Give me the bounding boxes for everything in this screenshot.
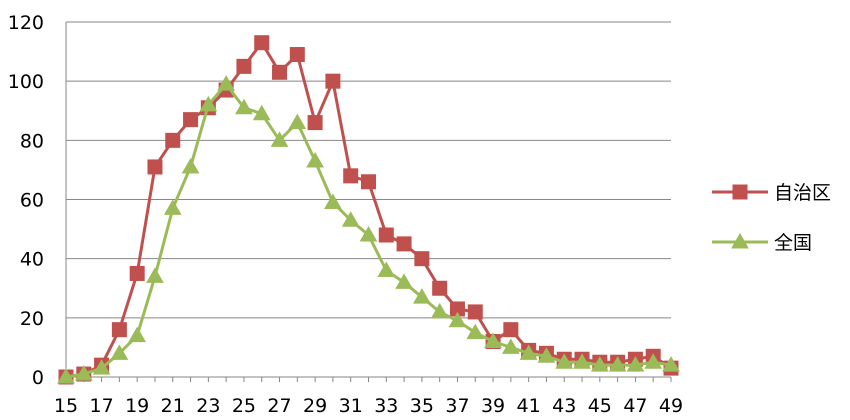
data-point — [92, 359, 111, 375]
data-point — [626, 356, 645, 372]
series-line — [65, 41, 672, 379]
legend-label: 全国 — [774, 232, 812, 254]
legend-item: 全国 — [712, 232, 812, 254]
data-point — [413, 288, 431, 304]
data-point — [378, 227, 394, 243]
x-tick-label: 35 — [410, 395, 434, 417]
y-tick-label: 40 — [20, 249, 44, 271]
legend-marker — [732, 184, 748, 200]
y-tick-label: 80 — [20, 130, 44, 152]
data-point — [306, 152, 324, 168]
series-1 — [57, 75, 680, 384]
data-point — [307, 115, 323, 131]
x-tick-label: 31 — [339, 395, 363, 417]
data-point — [235, 98, 253, 115]
data-point — [128, 326, 147, 343]
data-point — [414, 251, 430, 267]
data-point — [252, 104, 271, 121]
legend-label: 自治区 — [774, 182, 831, 204]
data-point — [199, 95, 218, 112]
data-point — [573, 353, 591, 369]
x-tick-label: 25 — [232, 395, 256, 417]
data-point — [129, 265, 145, 281]
y-tick-label: 20 — [20, 308, 44, 330]
data-point — [111, 322, 127, 338]
data-point — [217, 75, 236, 91]
y-tick-label: 60 — [20, 190, 44, 212]
x-tick-label: 43 — [552, 395, 576, 417]
data-point — [254, 35, 270, 51]
data-point — [519, 344, 538, 360]
data-point — [147, 159, 163, 175]
y-tick-label: 0 — [32, 367, 44, 389]
legend-marker — [731, 232, 749, 249]
x-tick-label: 49 — [659, 395, 683, 417]
x-tick-label: 47 — [623, 395, 647, 417]
data-point — [377, 261, 396, 277]
x-tick-labels: 15 17 19 21 23 25 27 29 31 33 35 37 39 41 43 45 47 49 — [54, 395, 683, 417]
data-point — [396, 236, 412, 252]
x-tick-label: 37 — [445, 395, 469, 417]
series-0 — [58, 35, 679, 385]
data-point — [395, 273, 413, 289]
data-point — [608, 356, 627, 372]
data-point — [359, 225, 378, 242]
data-point — [57, 367, 75, 384]
data-point — [165, 132, 181, 148]
x-tick-label: 45 — [588, 395, 612, 417]
data-point — [432, 280, 448, 296]
data-point — [163, 199, 182, 215]
data-point — [361, 174, 376, 190]
data-point — [590, 356, 609, 372]
data-point — [467, 304, 483, 320]
x-tick-label: 19 — [125, 395, 149, 417]
series-lines — [57, 35, 680, 385]
data-point — [288, 113, 307, 130]
data-point — [289, 47, 305, 63]
data-point — [183, 112, 199, 128]
data-point — [501, 338, 520, 354]
data-point — [343, 168, 359, 184]
data-point — [272, 64, 288, 80]
data-point — [270, 131, 289, 147]
x-tick-label: 27 — [267, 395, 291, 417]
x-tick-label: 41 — [517, 395, 541, 417]
x-tick-label: 21 — [161, 395, 185, 417]
y-tick-label: 120 — [8, 12, 44, 34]
data-point — [555, 353, 574, 369]
data-point — [181, 157, 200, 174]
data-point — [74, 365, 93, 381]
data-point — [430, 302, 449, 319]
data-point — [324, 193, 342, 209]
data-point — [484, 332, 502, 348]
data-point — [644, 353, 663, 369]
axes — [65, 22, 672, 382]
legend-item: 自治区 — [712, 182, 831, 204]
gridlines — [66, 21, 671, 378]
x-tick-label: 33 — [374, 395, 398, 417]
data-point — [466, 323, 485, 340]
data-point — [503, 322, 519, 338]
x-tick-label: 15 — [54, 395, 78, 417]
data-point — [537, 347, 556, 363]
x-tick-label: 29 — [303, 395, 327, 417]
y-tick-label: 100 — [8, 71, 44, 93]
x-tick-label: 39 — [481, 395, 505, 417]
data-point — [662, 356, 680, 372]
data-point — [146, 267, 164, 283]
x-tick-label: 17 — [89, 395, 113, 417]
data-point — [110, 344, 129, 360]
y-tick-labels: 0 20 40 60 80 100 120 — [8, 12, 44, 389]
data-point — [325, 73, 341, 89]
data-point — [236, 58, 252, 74]
data-point — [448, 311, 467, 328]
data-point — [341, 211, 360, 227]
x-tick-label: 23 — [196, 395, 220, 417]
